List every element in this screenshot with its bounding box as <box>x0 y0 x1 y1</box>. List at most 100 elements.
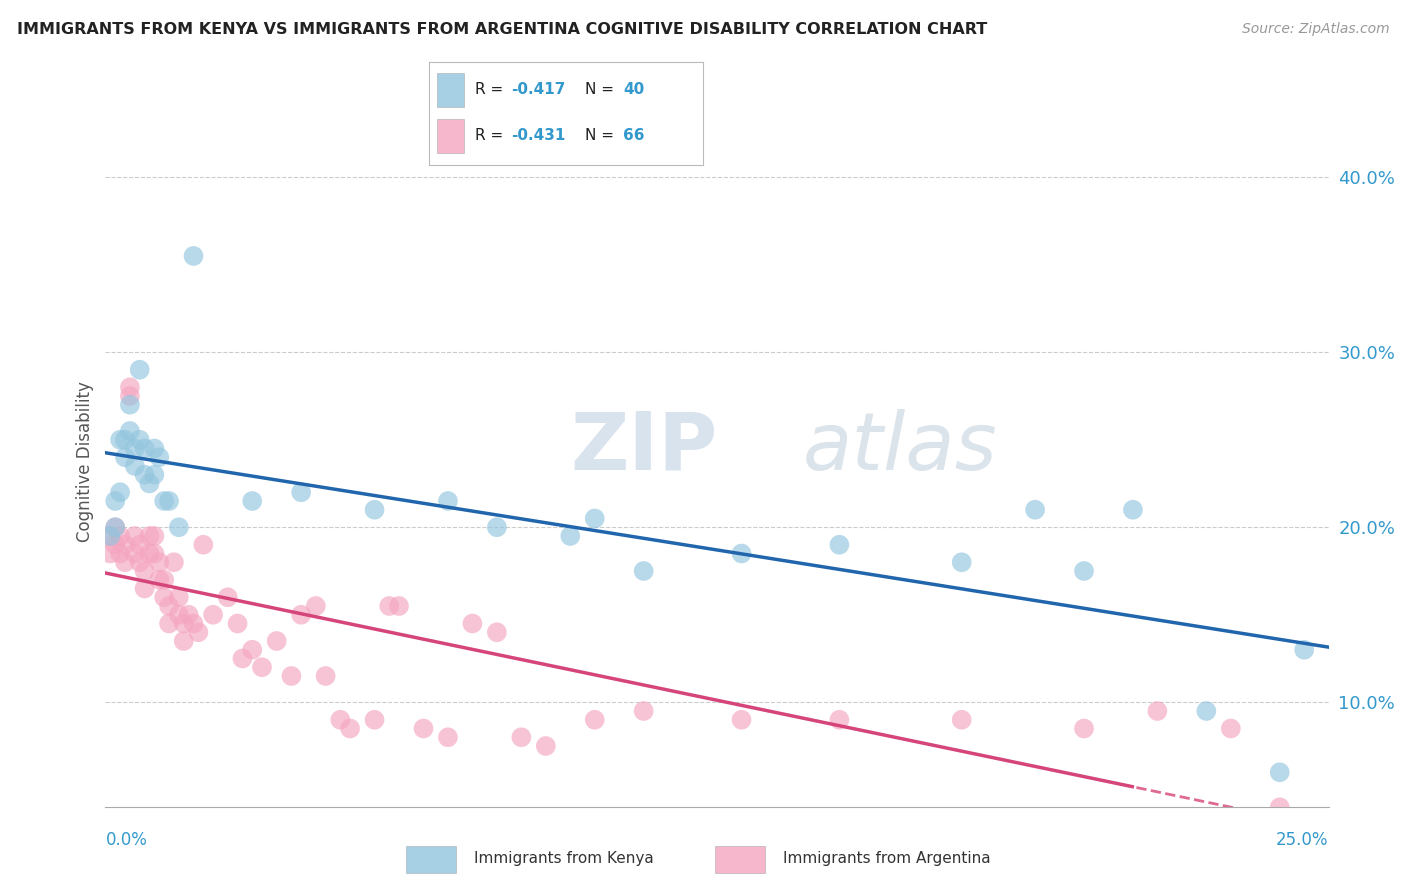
Point <box>1268 765 1291 780</box>
Text: IMMIGRANTS FROM KENYA VS IMMIGRANTS FROM ARGENTINA COGNITIVE DISABILITY CORRELAT: IMMIGRANTS FROM KENYA VS IMMIGRANTS FROM… <box>17 22 987 37</box>
Point <box>240 494 263 508</box>
Point <box>950 555 973 569</box>
Point <box>118 424 141 438</box>
Point <box>148 573 170 587</box>
Text: Immigrants from Kenya: Immigrants from Kenya <box>474 851 654 866</box>
Point <box>108 485 131 500</box>
Point <box>104 538 127 552</box>
Point <box>167 591 190 605</box>
Point <box>1268 800 1291 814</box>
Text: R =: R = <box>475 82 509 97</box>
Point <box>1294 818 1316 832</box>
Point <box>202 607 225 622</box>
Point <box>187 625 209 640</box>
Point <box>98 529 121 543</box>
Text: N =: N = <box>585 128 619 144</box>
Text: ZIP: ZIP <box>571 409 717 487</box>
Text: N =: N = <box>585 82 619 97</box>
Point <box>138 529 160 543</box>
Point <box>157 494 180 508</box>
Point <box>305 599 328 613</box>
Point <box>108 433 131 447</box>
Point <box>280 669 302 683</box>
FancyBboxPatch shape <box>716 847 765 873</box>
Point <box>339 722 361 736</box>
Point <box>148 555 170 569</box>
Point <box>148 450 170 465</box>
Point <box>1219 722 1241 736</box>
Point <box>217 591 239 605</box>
Point <box>183 249 205 263</box>
Text: Immigrants from Argentina: Immigrants from Argentina <box>783 851 991 866</box>
Point <box>388 599 411 613</box>
Point <box>183 616 205 631</box>
Point <box>1146 704 1168 718</box>
Point <box>138 547 160 561</box>
Point <box>1024 502 1046 516</box>
Point <box>98 547 121 561</box>
Point <box>153 573 176 587</box>
Point <box>485 520 508 534</box>
Point <box>437 731 460 745</box>
Point <box>633 564 655 578</box>
Point <box>240 642 263 657</box>
Point <box>153 494 176 508</box>
Point <box>363 713 385 727</box>
Point <box>118 380 141 394</box>
FancyBboxPatch shape <box>406 847 456 873</box>
Point <box>226 616 249 631</box>
Point <box>828 538 851 552</box>
Point <box>485 625 508 640</box>
Point <box>124 547 146 561</box>
Point <box>143 442 166 456</box>
Point <box>138 476 160 491</box>
Point <box>114 450 136 465</box>
Point <box>1122 502 1144 516</box>
Point <box>730 547 752 561</box>
Text: -0.417: -0.417 <box>512 82 565 97</box>
Text: 25.0%: 25.0% <box>1277 831 1329 849</box>
Point <box>98 529 121 543</box>
Point <box>177 607 200 622</box>
Point <box>250 660 273 674</box>
Point <box>730 713 752 727</box>
Point <box>412 722 434 736</box>
Point <box>950 713 973 727</box>
Point <box>167 520 190 534</box>
Point <box>124 442 146 456</box>
Point <box>1073 564 1095 578</box>
Point <box>124 529 146 543</box>
Point <box>128 555 150 569</box>
Point <box>118 389 141 403</box>
Point <box>128 362 150 376</box>
Text: -0.431: -0.431 <box>512 128 565 144</box>
Y-axis label: Cognitive Disability: Cognitive Disability <box>76 381 94 542</box>
Point <box>461 616 484 631</box>
Point <box>143 467 166 482</box>
Point <box>128 538 150 552</box>
Point <box>583 713 606 727</box>
Point <box>108 529 131 543</box>
Point <box>583 511 606 525</box>
Point <box>104 520 127 534</box>
Point <box>437 494 460 508</box>
FancyBboxPatch shape <box>437 73 464 106</box>
Text: R =: R = <box>475 128 509 144</box>
Point <box>378 599 401 613</box>
Text: 0.0%: 0.0% <box>105 831 148 849</box>
Point <box>167 607 190 622</box>
Point <box>290 607 312 622</box>
Point <box>143 547 166 561</box>
FancyBboxPatch shape <box>437 119 464 153</box>
Point <box>1073 722 1095 736</box>
Point <box>104 494 127 508</box>
Point <box>329 713 352 727</box>
Point <box>315 669 337 683</box>
Text: 66: 66 <box>623 128 645 144</box>
Point <box>173 634 195 648</box>
Point <box>1195 704 1218 718</box>
Point <box>534 739 557 753</box>
Point <box>163 555 186 569</box>
Point <box>231 651 253 665</box>
Point <box>510 731 533 745</box>
